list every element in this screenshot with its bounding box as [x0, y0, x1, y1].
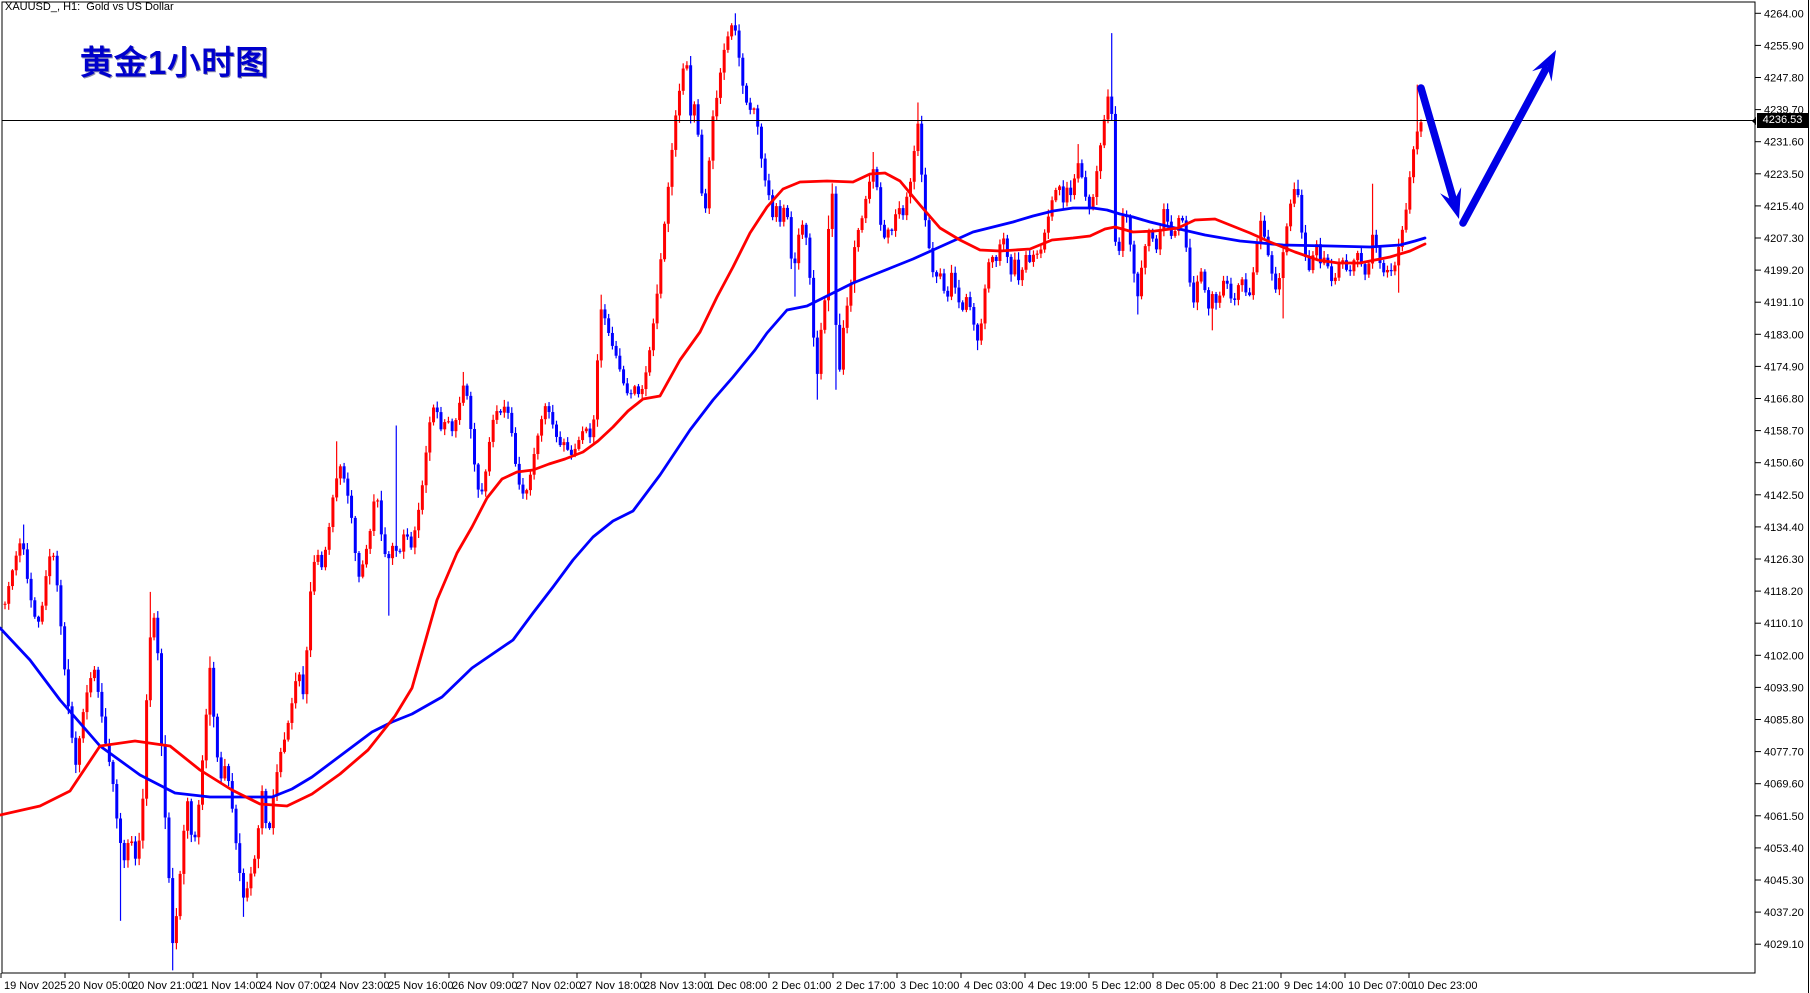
time-tick-label: 8 Dec 05:00 — [1156, 980, 1215, 992]
time-tick-label: 27 Nov 18:00 — [580, 980, 645, 992]
forecast-up-arrow[interactable] — [1459, 66, 1550, 227]
time-tick-label: 20 Nov 21:00 — [132, 980, 197, 992]
price-tick-label: 4045.30 — [1764, 875, 1804, 887]
chart-symbol-title: XAUUSD_, H1: Gold vs US Dollar — [5, 1, 174, 13]
price-tick-label: 4231.60 — [1764, 137, 1804, 149]
time-tick-label: 9 Dec 14:00 — [1284, 980, 1343, 992]
price-tick-label: 4191.10 — [1764, 297, 1804, 309]
time-tick-label: 3 Dec 10:00 — [900, 980, 959, 992]
time-tick-label: 10 Dec 07:00 — [1348, 980, 1413, 992]
current-price-tag: 4236.53 — [1752, 113, 1808, 128]
ma-slow-blue-line — [0, 206, 1427, 799]
price-tick-label: 4053.40 — [1764, 843, 1804, 855]
candles-layer — [3, 13, 1423, 971]
price-tick-label: 4126.30 — [1764, 554, 1804, 566]
time-tick-label: 8 Dec 21:00 — [1220, 980, 1279, 992]
time-tick-label: 4 Dec 03:00 — [964, 980, 1023, 992]
price-axis[interactable]: 4264.004255.904247.804239.704231.604223.… — [1755, 8, 1804, 951]
time-tick-label: 4 Dec 19:00 — [1028, 980, 1087, 992]
price-tick-label: 4223.50 — [1764, 169, 1804, 181]
forecast-down-arrow-head[interactable] — [1440, 187, 1462, 219]
price-tick-label: 4150.60 — [1764, 458, 1804, 470]
price-tick-label: 4142.50 — [1764, 490, 1804, 502]
forecast-up-arrow-head[interactable] — [1532, 50, 1556, 82]
trend-arrows[interactable] — [1417, 50, 1556, 227]
price-tick-label: 4029.10 — [1764, 939, 1804, 951]
time-tick-label: 1 Dec 08:00 — [708, 980, 767, 992]
price-tick-label: 4158.70 — [1764, 426, 1804, 438]
time-tick-label: 20 Nov 05:00 — [68, 980, 133, 992]
price-tick-label: 4093.90 — [1764, 682, 1804, 694]
price-tick-label: 4085.80 — [1764, 715, 1804, 727]
time-tick-label: 2 Dec 17:00 — [836, 980, 895, 992]
price-tick-label: 4215.40 — [1764, 201, 1804, 213]
price-tick-label: 4207.30 — [1764, 233, 1804, 245]
time-tick-label: 10 Dec 23:00 — [1412, 980, 1477, 992]
price-tick-label: 4069.60 — [1764, 779, 1804, 791]
time-tick-label: 19 Nov 2025 — [4, 980, 66, 992]
price-tick-label: 4255.90 — [1764, 40, 1804, 52]
time-tick-label: 5 Dec 12:00 — [1092, 980, 1151, 992]
price-tick-label: 4174.90 — [1764, 361, 1804, 373]
ma-fast-red-line — [0, 171, 1427, 817]
price-tick-label: 4166.80 — [1764, 394, 1804, 406]
price-tick-label: 4118.20 — [1764, 586, 1803, 598]
chinese-annotation-label: 黄金1小时图 — [80, 44, 270, 81]
price-tick-label: 4077.70 — [1764, 747, 1804, 759]
time-tick-label: 2 Dec 01:00 — [772, 980, 831, 992]
time-tick-label: 21 Nov 14:00 — [196, 980, 261, 992]
time-tick-label: 25 Nov 16:00 — [388, 980, 453, 992]
price-tick-label: 4037.20 — [1764, 907, 1804, 919]
price-tick-label: 4134.40 — [1764, 522, 1804, 534]
price-tick-label: 4102.00 — [1764, 650, 1804, 662]
time-tick-label: 26 Nov 09:00 — [452, 980, 517, 992]
time-tick-label: 28 Nov 13:00 — [644, 980, 709, 992]
price-tick-label: 4264.00 — [1764, 8, 1804, 20]
price-tick-label: 4199.20 — [1764, 265, 1804, 277]
price-tick-label: 4061.50 — [1764, 811, 1804, 823]
time-tick-label: 27 Nov 02:00 — [516, 980, 581, 992]
forecast-down-arrow[interactable] — [1417, 84, 1457, 202]
time-tick-label: 24 Nov 23:00 — [324, 980, 389, 992]
price-tick-label: 4183.00 — [1764, 329, 1804, 341]
price-tick-label: 4247.80 — [1764, 73, 1804, 85]
time-tick-label: 24 Nov 07:00 — [260, 980, 325, 992]
price-tick-label: 4110.10 — [1764, 618, 1803, 630]
